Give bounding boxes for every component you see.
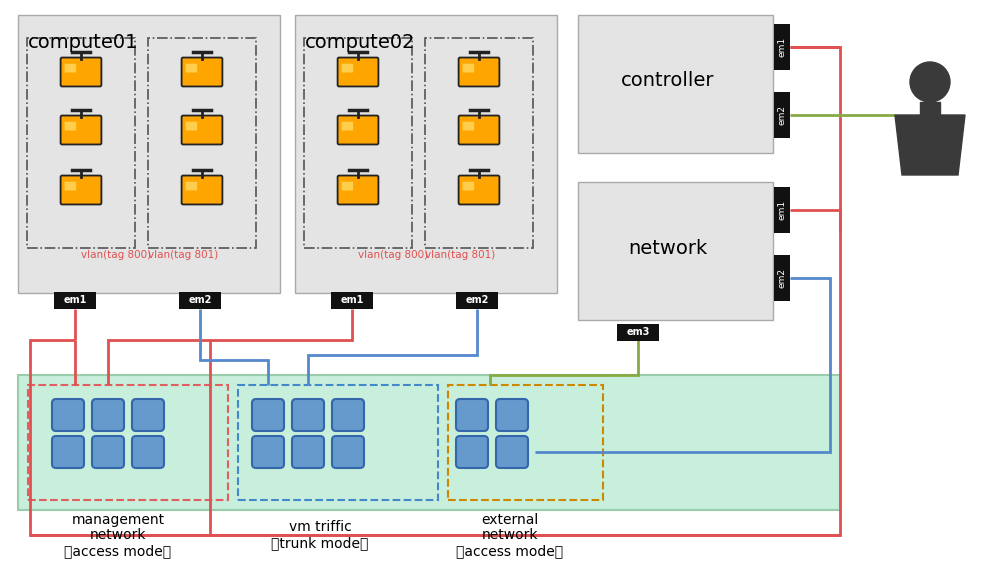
- FancyBboxPatch shape: [52, 399, 84, 431]
- Bar: [148, 38, 256, 248]
- Text: network: network: [482, 528, 538, 542]
- Text: network: network: [628, 238, 707, 258]
- FancyBboxPatch shape: [252, 399, 284, 431]
- Text: （access mode）: （access mode）: [457, 544, 564, 558]
- Bar: [295, 15, 557, 293]
- FancyBboxPatch shape: [341, 122, 353, 130]
- FancyBboxPatch shape: [456, 436, 488, 468]
- Text: compute01: compute01: [28, 33, 138, 52]
- FancyBboxPatch shape: [92, 399, 124, 431]
- FancyBboxPatch shape: [292, 436, 324, 468]
- Text: em1: em1: [777, 200, 786, 220]
- Bar: [27, 38, 135, 248]
- FancyBboxPatch shape: [182, 57, 223, 86]
- FancyBboxPatch shape: [60, 116, 102, 145]
- Text: vm triffic: vm triffic: [289, 520, 351, 534]
- FancyBboxPatch shape: [496, 436, 528, 468]
- FancyBboxPatch shape: [337, 116, 379, 145]
- FancyBboxPatch shape: [341, 182, 353, 191]
- Polygon shape: [895, 115, 965, 175]
- Bar: [304, 38, 412, 248]
- FancyBboxPatch shape: [463, 64, 474, 72]
- Text: controller: controller: [621, 71, 715, 89]
- Text: em1: em1: [340, 295, 364, 305]
- FancyBboxPatch shape: [132, 436, 164, 468]
- Bar: [774, 92, 790, 138]
- FancyBboxPatch shape: [337, 57, 379, 86]
- FancyBboxPatch shape: [337, 176, 379, 204]
- Bar: [578, 182, 773, 320]
- FancyBboxPatch shape: [332, 436, 364, 468]
- Text: em2: em2: [465, 295, 489, 305]
- Bar: [456, 291, 498, 308]
- FancyBboxPatch shape: [496, 399, 528, 431]
- Bar: [238, 385, 438, 500]
- Bar: [331, 291, 373, 308]
- Bar: [448, 385, 603, 500]
- FancyBboxPatch shape: [292, 399, 324, 431]
- Bar: [18, 15, 280, 293]
- Text: network: network: [90, 528, 146, 542]
- FancyBboxPatch shape: [186, 122, 197, 130]
- FancyBboxPatch shape: [182, 116, 223, 145]
- Text: （access mode）: （access mode）: [64, 544, 171, 558]
- FancyBboxPatch shape: [186, 182, 197, 191]
- Text: em1: em1: [777, 37, 786, 57]
- Text: compute02: compute02: [305, 33, 415, 52]
- FancyBboxPatch shape: [132, 399, 164, 431]
- FancyBboxPatch shape: [52, 436, 84, 468]
- Text: em2: em2: [188, 295, 212, 305]
- Text: management: management: [71, 513, 164, 527]
- FancyBboxPatch shape: [332, 399, 364, 431]
- Text: em2: em2: [777, 268, 786, 288]
- Text: em2: em2: [777, 105, 786, 125]
- FancyBboxPatch shape: [182, 176, 223, 204]
- Bar: [774, 255, 790, 301]
- Text: external: external: [482, 513, 539, 527]
- Text: vlan(tag 800): vlan(tag 800): [358, 250, 428, 260]
- FancyBboxPatch shape: [252, 436, 284, 468]
- Text: em3: em3: [626, 327, 650, 337]
- FancyBboxPatch shape: [64, 182, 76, 191]
- Bar: [18, 375, 840, 510]
- Bar: [617, 324, 659, 340]
- FancyBboxPatch shape: [341, 64, 353, 72]
- FancyBboxPatch shape: [92, 436, 124, 468]
- Polygon shape: [920, 102, 940, 115]
- Bar: [54, 291, 96, 308]
- Text: vlan(tag 800): vlan(tag 800): [81, 250, 151, 260]
- Bar: [425, 38, 533, 248]
- FancyBboxPatch shape: [459, 57, 499, 86]
- Text: vlan(tag 801): vlan(tag 801): [425, 250, 495, 260]
- FancyBboxPatch shape: [463, 122, 474, 130]
- Text: （trunk mode）: （trunk mode）: [271, 536, 369, 550]
- FancyBboxPatch shape: [60, 57, 102, 86]
- FancyBboxPatch shape: [60, 176, 102, 204]
- FancyBboxPatch shape: [459, 116, 499, 145]
- FancyBboxPatch shape: [64, 122, 76, 130]
- FancyBboxPatch shape: [64, 64, 76, 72]
- Text: vlan(tag 801): vlan(tag 801): [148, 250, 219, 260]
- Bar: [179, 291, 221, 308]
- Circle shape: [910, 62, 950, 102]
- FancyBboxPatch shape: [186, 64, 197, 72]
- FancyBboxPatch shape: [456, 399, 488, 431]
- FancyBboxPatch shape: [459, 176, 499, 204]
- Bar: [28, 385, 228, 500]
- Bar: [578, 15, 773, 153]
- FancyBboxPatch shape: [463, 182, 474, 191]
- Text: em1: em1: [63, 295, 87, 305]
- Bar: [774, 187, 790, 233]
- Bar: [774, 24, 790, 70]
